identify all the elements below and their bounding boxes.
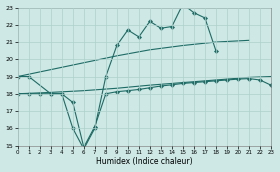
X-axis label: Humidex (Indice chaleur): Humidex (Indice chaleur) [96,157,193,166]
